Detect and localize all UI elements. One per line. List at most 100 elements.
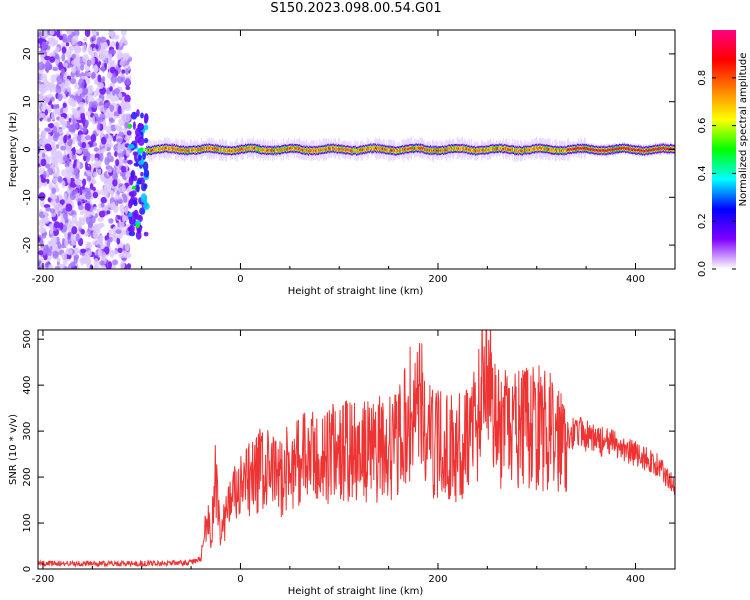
- noise-cell: [48, 52, 56, 57]
- noise-cell: [50, 96, 55, 102]
- noise-cell: [81, 259, 88, 265]
- noise-cell: [87, 221, 93, 229]
- noise-cell: [94, 213, 98, 219]
- noise-cell: [97, 74, 102, 83]
- noise-cell: [125, 170, 131, 177]
- spectrogram-heatmap: [38, 30, 675, 269]
- noise-cell: [41, 227, 47, 232]
- noise-cell: [118, 118, 125, 127]
- noise-cell: [99, 117, 104, 122]
- noise-cell: [97, 82, 104, 90]
- noise-cell: [100, 196, 107, 204]
- noise-cell: [113, 88, 120, 95]
- noise-cell: [38, 99, 41, 106]
- chart-title: S150.2023.098.00.54.G01: [270, 1, 442, 16]
- noise-cell: [78, 78, 85, 88]
- noise-cell: [72, 146, 76, 156]
- transition-cell: [130, 190, 137, 197]
- noise-cell: [51, 187, 56, 194]
- noise-cell: [70, 261, 76, 268]
- noise-cell: [41, 132, 46, 141]
- noise-cell: [56, 257, 61, 262]
- noise-cell: [83, 37, 88, 42]
- noise-cell: [114, 124, 120, 130]
- noise-cell: [87, 250, 92, 257]
- noise-cell: [38, 133, 42, 139]
- noise-cell: [104, 180, 111, 189]
- noise-cell: [63, 213, 69, 220]
- noise-cell: [70, 78, 77, 85]
- noise-cell: [66, 86, 72, 93]
- noise-cell: [75, 233, 80, 242]
- noise-cell: [57, 108, 61, 117]
- noise-cell: [104, 190, 109, 199]
- noise-cell: [103, 42, 108, 48]
- noise-cell: [97, 217, 104, 222]
- noise-cell: [120, 106, 125, 114]
- noise-cell: [126, 263, 132, 269]
- noise-cell: [84, 231, 89, 237]
- noise-cell: [65, 51, 72, 58]
- noise-cell: [92, 35, 97, 41]
- noise-cell: [116, 55, 122, 60]
- noise-cell: [100, 132, 104, 138]
- noise-cell: [93, 147, 100, 152]
- noise-cell: [110, 75, 118, 84]
- transition-cell: [143, 169, 150, 178]
- noise-cell: [87, 84, 94, 94]
- noise-cell: [38, 236, 41, 243]
- noise-cell: [77, 204, 84, 211]
- noise-cell: [50, 104, 54, 109]
- noise-cell: [52, 66, 59, 72]
- noise-cell: [76, 134, 82, 142]
- noise-cell: [74, 108, 78, 115]
- noise-cell: [41, 152, 46, 158]
- noise-cell: [39, 139, 44, 145]
- noise-cell: [121, 69, 126, 74]
- noise-cell: [40, 73, 48, 82]
- noise-cell: [61, 53, 66, 62]
- noise-cell: [87, 71, 92, 77]
- noise-cell: [54, 188, 60, 193]
- noise-cell: [82, 93, 86, 98]
- ridge-point: [127, 123, 132, 128]
- noise-cell: [125, 150, 131, 157]
- noise-cell: [74, 178, 82, 186]
- noise-cell: [112, 178, 118, 187]
- noise-cell: [66, 30, 72, 35]
- noise-cell: [47, 133, 51, 141]
- noise-cell: [108, 134, 112, 142]
- noise-cell: [48, 223, 54, 230]
- noise-cell: [57, 241, 62, 250]
- noise-cell: [69, 123, 76, 133]
- noise-cell: [61, 42, 66, 48]
- noise-cell: [64, 218, 69, 224]
- noise-cell: [50, 212, 57, 218]
- noise-cell: [62, 252, 68, 261]
- noise-cell: [38, 43, 41, 48]
- noise-cell: [91, 101, 98, 109]
- noise-cell: [38, 94, 44, 101]
- noise-cell: [121, 99, 125, 105]
- noise-cell: [73, 256, 78, 264]
- noise-cell: [119, 221, 125, 229]
- noise-cell: [73, 167, 79, 177]
- noise-cell: [123, 55, 130, 60]
- noise-cell: [41, 177, 47, 183]
- noise-cell: [108, 229, 113, 235]
- noise-cell: [61, 123, 66, 130]
- transition-cell: [128, 199, 133, 209]
- noise-cell: [125, 85, 131, 91]
- noise-cell: [110, 190, 114, 198]
- noise-cell: [50, 208, 56, 214]
- noise-cell: [93, 171, 97, 178]
- noise-cell: [38, 30, 42, 38]
- noise-cell: [116, 237, 121, 245]
- noise-cell: [99, 105, 105, 112]
- noise-cell: [49, 40, 57, 47]
- noise-cell: [89, 183, 94, 190]
- noise-cell: [121, 30, 127, 36]
- noise-cell: [96, 123, 101, 131]
- noise-cell: [115, 159, 120, 167]
- noise-cell: [117, 215, 121, 220]
